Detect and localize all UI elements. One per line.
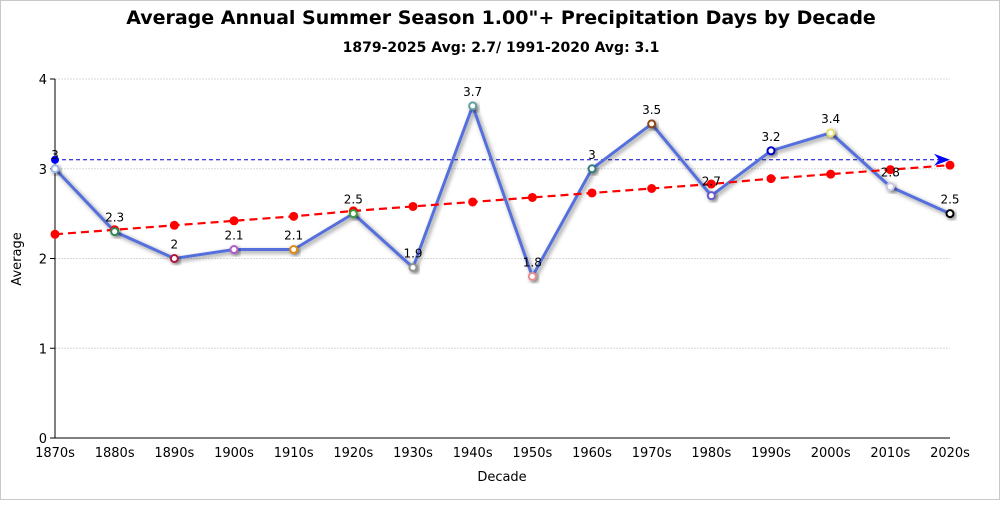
- chart-title: Average Annual Summer Season 1.00"+ Prec…: [126, 7, 876, 29]
- x-axis-label: Decade: [477, 470, 526, 485]
- trend-point: [50, 229, 60, 239]
- data-label: 3: [588, 148, 596, 162]
- trend-point: [945, 160, 955, 170]
- trend-point: [885, 165, 895, 175]
- data-point: [229, 245, 239, 255]
- y-tick-label: 2: [39, 253, 47, 268]
- trend-point: [169, 220, 179, 230]
- x-tick-label: 1980s: [691, 446, 731, 461]
- data-label: 2: [171, 238, 179, 252]
- trend-point: [766, 174, 776, 184]
- data-point: [348, 209, 358, 219]
- x-tick-label: 1990s: [751, 446, 791, 461]
- x-tick-label: 1870s: [35, 446, 75, 461]
- data-point: [110, 227, 120, 237]
- series-line: [53, 101, 951, 281]
- data-label: 3.4: [821, 112, 840, 126]
- x-tick-label: 1930s: [393, 446, 433, 461]
- data-point: [289, 245, 299, 255]
- data-point: [885, 182, 895, 192]
- trend-point: [229, 216, 239, 226]
- y-tick-label: 3: [39, 163, 47, 178]
- data-label: 3.7: [463, 85, 482, 99]
- data-point: [50, 164, 60, 174]
- x-tick-label: 1950s: [512, 446, 552, 461]
- data-label: 3.2: [761, 130, 780, 144]
- data-point: [468, 101, 478, 111]
- y-tick-label: 0: [39, 432, 47, 447]
- data-label: 3.5: [642, 103, 661, 117]
- trend-point: [647, 183, 657, 193]
- data-point: [945, 209, 955, 219]
- x-tick-label: 1880s: [95, 446, 135, 461]
- data-label: 2.3: [105, 211, 124, 225]
- x-tick-label: 1920s: [333, 446, 373, 461]
- trend-point: [527, 192, 537, 202]
- x-tick-label: 1900s: [214, 446, 254, 461]
- data-label: 1.8: [523, 255, 542, 269]
- x-tick-label: 1890s: [154, 446, 194, 461]
- data-point: [826, 128, 836, 138]
- x-tick-label: 1910s: [274, 446, 314, 461]
- trend-point: [468, 197, 478, 207]
- x-tick-label: 2000s: [811, 446, 851, 461]
- trend-point: [706, 179, 716, 189]
- data-point: [527, 271, 537, 281]
- data-point: [647, 119, 657, 129]
- data-label: 2.5: [940, 193, 959, 207]
- trend-point: [587, 188, 597, 198]
- trend-point: [826, 169, 836, 179]
- y-tick-label: 4: [39, 73, 47, 88]
- chart-subtitle: 1879-2025 Avg: 2.7/ 1991-2020 Avg: 3.1: [343, 40, 660, 56]
- data-point: [587, 164, 597, 174]
- x-tick-label: 1940s: [453, 446, 493, 461]
- reference-line-start-dot: [51, 155, 59, 164]
- data-label: 2.1: [284, 229, 303, 243]
- data-label: 2.7: [702, 175, 721, 189]
- data-label: 1.9: [403, 246, 422, 260]
- data-point: [169, 254, 179, 263]
- trend-point: [289, 211, 299, 221]
- trend-point: [408, 201, 418, 211]
- data-label: 2.8: [881, 166, 900, 180]
- data-point: [706, 191, 716, 201]
- data-point: [408, 262, 418, 272]
- data-label: 2.1: [224, 229, 243, 243]
- y-tick-label: 1: [39, 342, 47, 357]
- x-tick-label: 2020s: [930, 446, 970, 461]
- x-tick-label: 1960s: [572, 446, 612, 461]
- y-axis-label: Average: [10, 232, 25, 285]
- reference-line-arrow: [934, 153, 950, 166]
- data-label: 2.5: [344, 193, 363, 207]
- data-point: [766, 146, 776, 156]
- x-tick-label: 2010s: [870, 446, 910, 461]
- data-label: 3: [51, 148, 59, 162]
- x-tick-label: 1970s: [632, 446, 672, 461]
- trend-line: [54, 164, 951, 236]
